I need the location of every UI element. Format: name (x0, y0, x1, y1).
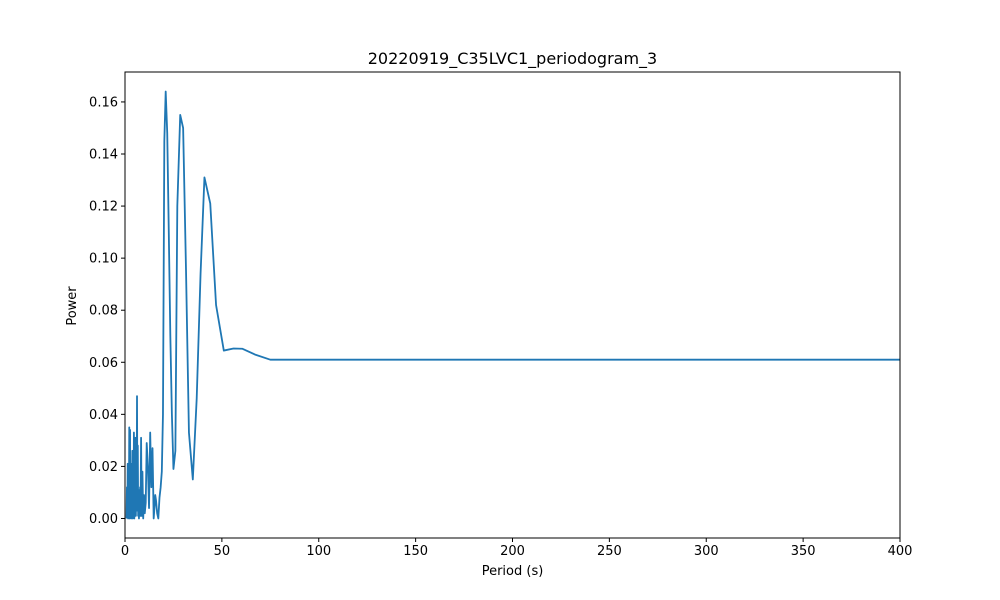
y-tick-label: 0.00 (89, 512, 118, 527)
x-tick-label: 300 (694, 544, 719, 559)
y-tick-label: 0.04 (89, 408, 118, 423)
y-tick-label: 0.14 (89, 148, 118, 163)
plot-area (125, 90, 900, 520)
axes: 0 50 100 150 200 250 300 350 400 0.00 0.02 0.04 0.06… (89, 71, 913, 559)
x-tick-label: 350 (791, 544, 816, 559)
chart-title: 20220919_C35LVC1_periodogram_3 (368, 49, 657, 69)
y-axis-label: Power (65, 286, 80, 326)
x-tick-label: 200 (500, 544, 525, 559)
y-tick-label: 0.16 (89, 95, 118, 110)
y-tick-label: 0.12 (89, 200, 118, 215)
x-axis-label: Period (s) (482, 564, 544, 579)
series-line-0 (125, 90, 900, 520)
x-tick-label: 100 (306, 544, 331, 559)
y-tick-label: 0.02 (89, 460, 118, 475)
x-tick-label: 400 (888, 544, 913, 559)
x-tick-label: 50 (214, 544, 231, 559)
x-tick-label: 150 (403, 544, 428, 559)
y-tick-label: 0.06 (89, 356, 118, 371)
y-tick-label: 0.10 (89, 252, 118, 267)
x-tick-label: 250 (597, 544, 622, 559)
y-tick-label: 0.08 (89, 304, 118, 319)
x-tick-label: 0 (121, 544, 129, 559)
